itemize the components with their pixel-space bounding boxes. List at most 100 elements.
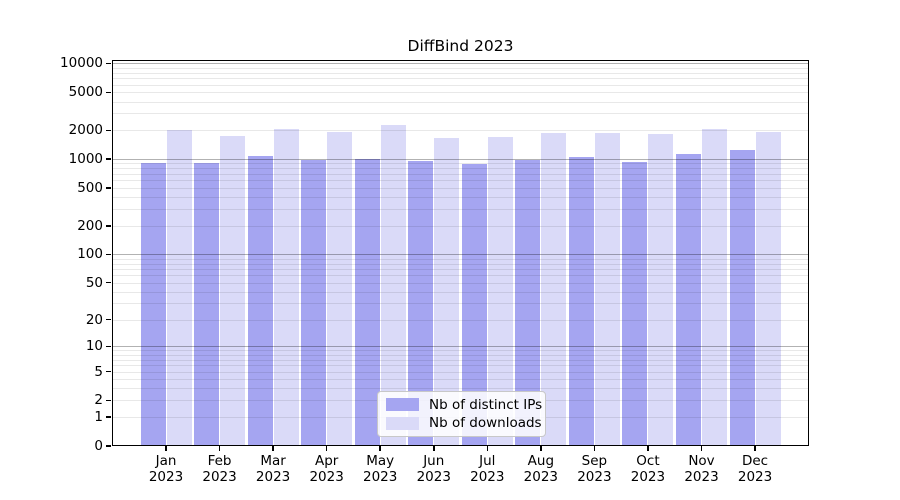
x-tick-label: Feb 2023 [202,453,237,485]
x-tick [379,446,381,451]
grid-line-minor [112,180,809,182]
y-tick [106,318,111,321]
bar-distinct-ips [676,154,701,446]
x-tick [540,446,542,451]
grid-line-minor [112,130,809,132]
grid-line-minor [112,101,809,103]
y-tick-label: 10000 [60,55,103,72]
x-tick-label: May 2023 [363,453,398,485]
x-tick-label: Jun 2023 [416,453,451,485]
x-tick-label: Aug 2023 [523,453,559,485]
y-tick-label: 10 [85,338,103,355]
bar-distinct-ips [247,155,273,446]
y-tick [106,416,111,418]
chart-title: DiffBind 2023 [407,37,514,55]
grid-line-minor [112,388,809,390]
y-tick [106,370,111,373]
y-tick-label: 2 [94,392,103,409]
x-tick-label: Apr 2023 [309,453,344,485]
y-tick [106,345,111,348]
bar-downloads [594,133,620,446]
y-tick [106,62,111,65]
legend-item-downloads: Nb of downloads [386,415,542,431]
grid-line-minor [112,319,809,321]
y-tick-label: 5000 [68,84,103,101]
y-tick [106,129,111,132]
x-tick [593,446,596,451]
x-tick [325,446,328,451]
grid-line-minor [112,84,809,86]
bar-distinct-ips [194,163,220,446]
grid-line-minor [112,291,809,293]
grid-line-minor [112,163,809,165]
grid-line-major [112,63,809,65]
y-tick-label: 1 [94,409,103,426]
x-tick-label: Sep 2023 [577,453,612,485]
x-tick [433,446,435,451]
grid-line-minor [112,371,809,373]
grid-line-minor [112,92,809,94]
y-tick [106,253,111,256]
grid-line-major [112,346,809,348]
bar-downloads [755,131,781,446]
y-tick [106,187,111,189]
grid-line-minor [112,67,809,69]
y-tick-label: 200 [77,217,103,234]
y-tick-label: 100 [77,246,103,263]
grid-line-minor [112,263,809,265]
bar-downloads [702,129,727,446]
bar-distinct-ips [729,149,755,446]
y-tick [106,445,111,447]
x-tick [700,446,703,451]
grid-line-minor [112,282,809,284]
grid-line-minor [112,197,809,199]
legend-label-downloads: Nb of downloads [429,415,542,432]
bar-distinct-ips [568,157,594,446]
legend-item-distinct-ips: Nb of distinct IPs [386,397,542,413]
grid-line-minor [112,359,809,361]
bar-downloads [648,134,674,446]
y-tick [106,158,111,160]
grid-line-major [112,159,809,161]
x-tick-label: Jul 2023 [470,453,505,485]
x-tick [165,446,167,451]
bar-distinct-ips [140,162,166,446]
grid-line-minor [112,303,809,305]
x-tick-label: Oct 2023 [630,453,666,485]
legend-label-distinct-ips: Nb of distinct IPs [429,396,543,413]
grid-line-minor [112,225,809,227]
bar-distinct-ips [301,159,327,446]
grid-line-minor [112,208,809,210]
y-tick-label: 5 [94,363,103,380]
grid-line-minor [112,365,809,367]
y-tick [106,225,111,227]
x-tick-label: Jan 2023 [148,453,184,485]
grid-line-minor [112,168,809,170]
grid-line-minor [112,78,809,80]
y-tick [106,91,111,94]
grid-line-minor [112,173,809,175]
x-tick [647,446,649,451]
grid-line-minor [112,258,809,260]
grid-line-minor [112,379,809,381]
x-tick-label: Dec 2023 [737,453,773,485]
bar-distinct-ips [354,159,380,446]
legend-swatch-downloads [386,416,419,430]
y-tick-label: 500 [77,179,103,196]
grid-line-minor [112,354,809,356]
chart-legend: Nb of distinct IPs Nb of downloads [377,391,546,437]
legend-swatch-distinct-ips [386,398,419,412]
grid-line-minor [112,187,809,189]
x-tick [754,446,756,451]
x-tick [218,446,221,451]
bar-downloads [220,135,246,446]
y-tick-label: 1000 [68,151,103,168]
y-tick-label: 20 [85,311,103,328]
x-tick [486,446,489,451]
grid-line-major [112,254,809,256]
bar-downloads [327,131,353,446]
x-tick-label: Nov 2023 [684,453,719,485]
bar-downloads [166,130,192,446]
y-tick-label: 50 [85,274,103,291]
bar-downloads [273,129,299,446]
